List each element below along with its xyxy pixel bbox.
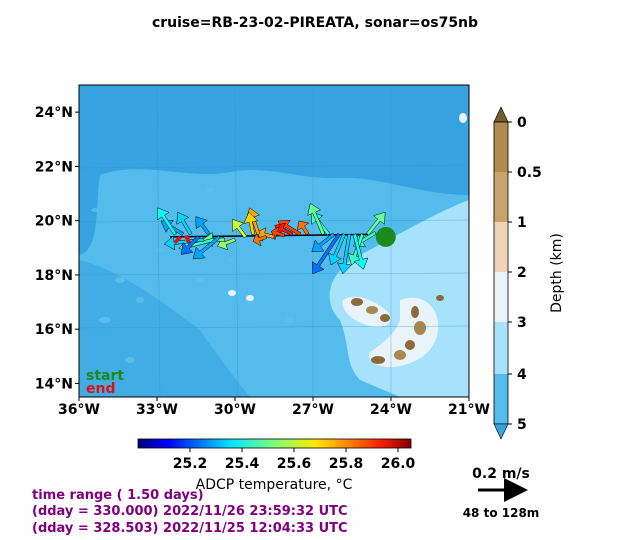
current-vector xyxy=(352,233,369,270)
end-label: end xyxy=(86,381,115,397)
end-marker xyxy=(173,234,191,244)
start-marker xyxy=(375,226,396,247)
temp-tick-label: 25.6 xyxy=(277,456,312,472)
small-island xyxy=(228,290,236,296)
temp-tick-label: 26.0 xyxy=(381,456,416,472)
x-tick-label: 33°W xyxy=(136,402,178,418)
colorbar-bottom-extension xyxy=(493,423,509,440)
current-vector xyxy=(296,220,310,236)
temp-tick-label: 25.8 xyxy=(329,456,364,472)
y-tick-label: 18°N xyxy=(35,268,73,284)
current-vector xyxy=(231,218,248,239)
current-vector xyxy=(311,232,336,253)
end-marker-bar xyxy=(184,234,191,243)
map-panel xyxy=(79,85,469,397)
colorbar-top-extension xyxy=(493,106,509,123)
depth-tick-label: 2 xyxy=(517,265,527,281)
small-island-3 xyxy=(459,113,467,123)
current-vector xyxy=(328,233,347,266)
graticule xyxy=(79,85,469,397)
time-range: time range ( 1.50 days) xyxy=(32,488,204,503)
y-tick-label: 16°N xyxy=(35,322,73,338)
x-tick-label: 30°W xyxy=(214,402,256,418)
shallow-region xyxy=(329,200,469,397)
current-vector xyxy=(180,235,201,255)
x-tick-label: 27°W xyxy=(292,402,334,418)
depth-tick-label: 5 xyxy=(517,417,527,433)
current-vector xyxy=(307,202,326,236)
map-frame xyxy=(78,84,470,398)
current-vector xyxy=(176,211,193,236)
shelf-region-2 xyxy=(369,297,439,368)
current-vector xyxy=(195,216,211,236)
scale-speed-label: 0.2 m/s xyxy=(472,466,530,482)
y-tick-label: 20°N xyxy=(35,214,73,230)
x-axis: 36°W 33°W 30°W 27°W 24°W 21°W xyxy=(58,397,490,418)
current-vector xyxy=(243,211,259,235)
time-info: time range ( 1.50 days) (dday = 330.000)… xyxy=(32,488,348,536)
temp-tick-label: 25.2 xyxy=(173,456,208,472)
depth-colorbar-label: Depth (km) xyxy=(549,233,565,313)
time-start: (dday = 328.503) 2022/11/25 12:04:33 UTC xyxy=(32,521,348,536)
time-end: (dday = 330.000) 2022/11/26 23:59:32 UTC xyxy=(32,504,348,519)
end-marker-bar xyxy=(173,235,182,244)
current-vector xyxy=(252,231,268,247)
current-vector xyxy=(312,232,341,275)
current-vector xyxy=(157,207,177,236)
cape-verde-islands xyxy=(351,295,444,364)
x-tick-label: 36°W xyxy=(58,402,100,418)
current-vector xyxy=(337,233,352,275)
depth-tick-label: 1 xyxy=(517,215,527,231)
y-tick-label: 14°N xyxy=(35,376,73,392)
depth-tick-label: 0.5 xyxy=(517,165,542,181)
x-tick-label: 24°W xyxy=(370,402,412,418)
temp-tick-label: 25.4 xyxy=(225,456,260,472)
temperature-colorbar: 25.2 25.4 25.6 25.8 26.0 ADCP temperature, °… xyxy=(137,438,416,493)
temperature-colorbar-label: ADCP temperature, °C xyxy=(196,477,353,493)
deep-patch xyxy=(79,260,250,397)
small-island-2 xyxy=(246,295,254,301)
depth-tick-label: 3 xyxy=(517,315,527,331)
scale-depth-range: 48 to 128m xyxy=(463,506,540,520)
depth-tick-label: 4 xyxy=(517,367,527,383)
velocity-scale: 0.2 m/s 48 to 128m xyxy=(463,466,540,520)
chart-title: cruise=RB-23-02-PIREATA, sonar=os75nb xyxy=(152,15,478,31)
current-vector xyxy=(192,235,221,260)
x-tick-label: 21°W xyxy=(448,402,490,418)
y-axis: 24°N 22°N 20°N 18°N 16°N 14°N xyxy=(35,105,79,392)
start-label: start xyxy=(86,368,124,384)
depth-tick-label: 0 xyxy=(517,115,527,131)
current-vector xyxy=(366,211,386,236)
depth-colorbar: 0 0.5 1 2 3 4 5 Depth (km) xyxy=(493,106,565,440)
current-vectors xyxy=(157,202,386,275)
y-tick-label: 24°N xyxy=(35,105,73,121)
y-tick-label: 22°N xyxy=(35,159,73,175)
